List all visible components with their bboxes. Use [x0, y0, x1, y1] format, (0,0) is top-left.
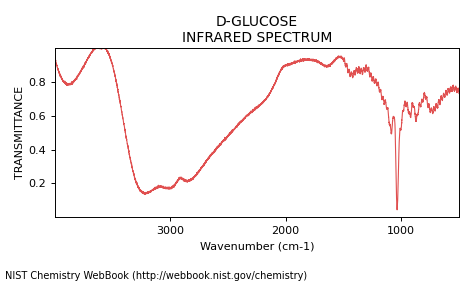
Y-axis label: TRANSMITTANCE: TRANSMITTANCE [15, 86, 25, 179]
Text: NIST Chemistry WebBook (http://webbook.nist.gov/chemistry): NIST Chemistry WebBook (http://webbook.n… [5, 271, 307, 281]
X-axis label: Wavenumber (cm-1): Wavenumber (cm-1) [200, 242, 314, 252]
Title: D-GLUCOSE
INFRARED SPECTRUM: D-GLUCOSE INFRARED SPECTRUM [182, 15, 332, 45]
